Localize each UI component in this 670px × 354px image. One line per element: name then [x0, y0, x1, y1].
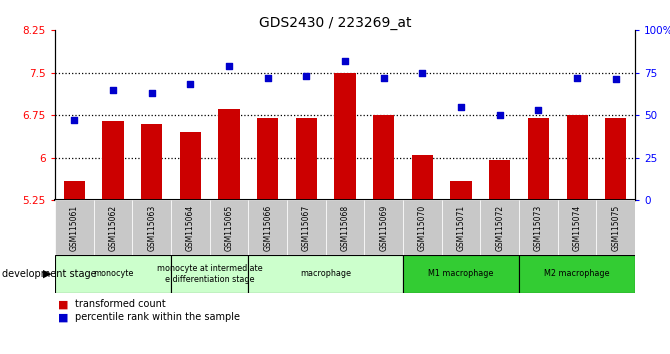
- Bar: [528, 118, 549, 354]
- Bar: [403, 200, 442, 255]
- Bar: [596, 200, 635, 255]
- Bar: [519, 200, 558, 255]
- Text: GDS2430 / 223269_at: GDS2430 / 223269_at: [259, 16, 411, 30]
- Text: GSM115066: GSM115066: [263, 204, 272, 251]
- Text: monocyte at intermediate
e differentiation stage: monocyte at intermediate e differentiati…: [157, 264, 263, 284]
- Bar: [295, 118, 317, 354]
- Bar: [171, 255, 249, 293]
- Text: GSM115072: GSM115072: [495, 204, 505, 251]
- Bar: [450, 181, 472, 354]
- Text: GSM115061: GSM115061: [70, 204, 79, 251]
- Bar: [249, 200, 287, 255]
- Text: GSM115069: GSM115069: [379, 204, 388, 251]
- Text: ▶: ▶: [43, 269, 51, 279]
- Text: transformed count: transformed count: [75, 299, 165, 309]
- Bar: [94, 200, 132, 255]
- Bar: [480, 200, 519, 255]
- Bar: [218, 109, 240, 354]
- Text: GSM115075: GSM115075: [611, 204, 620, 251]
- Text: percentile rank within the sample: percentile rank within the sample: [75, 312, 240, 322]
- Bar: [373, 115, 395, 354]
- Bar: [326, 200, 364, 255]
- Point: [610, 76, 621, 82]
- Bar: [141, 124, 162, 354]
- Bar: [442, 200, 480, 255]
- Text: monocyte: monocyte: [92, 269, 133, 279]
- Text: GSM115073: GSM115073: [534, 204, 543, 251]
- Bar: [287, 200, 326, 255]
- Text: ■: ■: [58, 312, 69, 322]
- Text: GSM115074: GSM115074: [573, 204, 582, 251]
- Bar: [605, 118, 626, 354]
- Point: [224, 63, 234, 69]
- Bar: [249, 255, 403, 293]
- Text: macrophage: macrophage: [300, 269, 351, 279]
- Text: GSM115068: GSM115068: [340, 204, 350, 251]
- Bar: [132, 200, 171, 255]
- Text: GSM115070: GSM115070: [418, 204, 427, 251]
- Point: [185, 82, 196, 87]
- Bar: [55, 255, 171, 293]
- Bar: [55, 200, 94, 255]
- Point: [417, 70, 427, 75]
- Point: [146, 90, 157, 96]
- Point: [263, 75, 273, 80]
- Bar: [103, 121, 123, 354]
- Text: GSM115071: GSM115071: [456, 204, 466, 251]
- Point: [456, 104, 466, 109]
- Bar: [403, 255, 519, 293]
- Point: [572, 75, 582, 80]
- Bar: [412, 155, 433, 354]
- Point: [69, 117, 80, 123]
- Bar: [558, 200, 596, 255]
- Text: GSM115064: GSM115064: [186, 204, 195, 251]
- Point: [494, 112, 505, 118]
- Text: ■: ■: [58, 299, 69, 309]
- Point: [379, 75, 389, 80]
- Bar: [567, 115, 588, 354]
- Bar: [171, 200, 210, 255]
- Point: [340, 58, 350, 63]
- Bar: [257, 118, 278, 354]
- Point: [533, 107, 544, 113]
- Bar: [334, 73, 356, 354]
- Text: GSM115062: GSM115062: [109, 204, 117, 251]
- Bar: [210, 200, 249, 255]
- Point: [108, 87, 119, 92]
- Text: GSM115063: GSM115063: [147, 204, 156, 251]
- Bar: [489, 160, 511, 354]
- Text: GSM115065: GSM115065: [224, 204, 234, 251]
- Text: development stage: development stage: [2, 269, 96, 279]
- Bar: [519, 255, 635, 293]
- Bar: [64, 181, 85, 354]
- Bar: [364, 200, 403, 255]
- Text: GSM115067: GSM115067: [302, 204, 311, 251]
- Text: M1 macrophage: M1 macrophage: [428, 269, 494, 279]
- Text: M2 macrophage: M2 macrophage: [545, 269, 610, 279]
- Point: [301, 73, 312, 79]
- Bar: [180, 132, 201, 354]
